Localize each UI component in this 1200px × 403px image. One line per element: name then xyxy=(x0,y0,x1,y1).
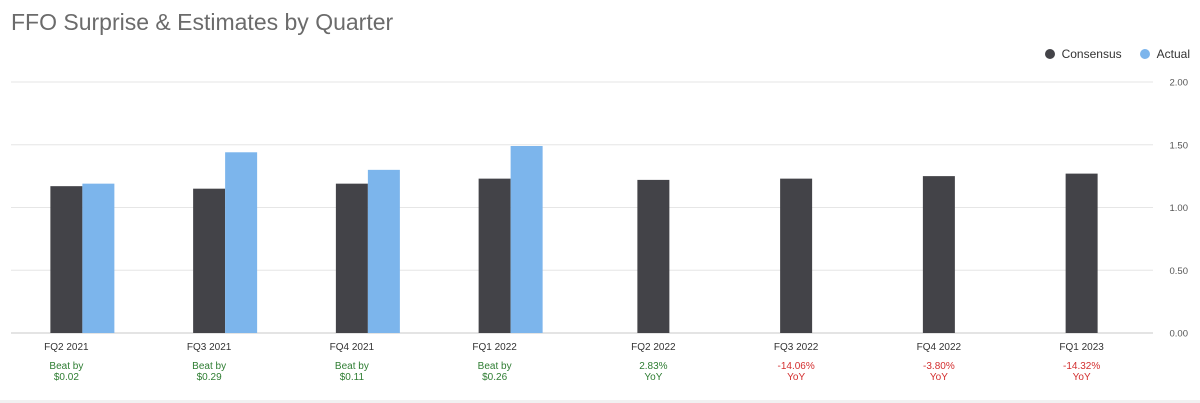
bar-consensus-5[interactable] xyxy=(637,179,670,333)
bar-consensus-1[interactable] xyxy=(50,186,83,333)
surprise-annotation: YoY xyxy=(930,372,948,383)
legend-swatch-actual xyxy=(1139,49,1150,59)
surprise-annotation: $0.26 xyxy=(482,372,507,383)
chart-title: FFO Surprise & Estimates by Quarter xyxy=(11,9,394,35)
x-tick-label: FQ4 2021 xyxy=(330,342,375,353)
surprise-annotation: $0.11 xyxy=(340,372,365,383)
x-tick-label: FQ1 2022 xyxy=(472,342,517,353)
y-tick-label: 0.00 xyxy=(1170,329,1189,340)
bar-consensus-4[interactable] xyxy=(478,178,511,333)
bar-actual-3[interactable] xyxy=(367,169,400,333)
surprise-annotation: Beat by xyxy=(335,361,369,372)
y-tick-label: 1.00 xyxy=(1170,203,1189,214)
y-tick-label: 1.50 xyxy=(1170,140,1189,151)
surprise-annotation: -14.06% xyxy=(778,361,815,372)
bar-actual-4[interactable] xyxy=(510,146,543,333)
bar-actual-1[interactable] xyxy=(82,183,115,333)
chart-legend: Consensus Actual xyxy=(1044,47,1190,61)
x-tick-label: FQ4 2022 xyxy=(917,342,962,353)
bar-consensus-2[interactable] xyxy=(193,188,226,333)
surprise-annotation: -14.32% xyxy=(1063,361,1100,372)
y-tick-label: 2.00 xyxy=(1170,78,1189,89)
bar-consensus-3[interactable] xyxy=(335,183,368,333)
x-tick-label: FQ2 2021 xyxy=(44,342,89,353)
surprise-annotation: YoY xyxy=(644,372,662,383)
legend-label-actual: Actual xyxy=(1156,47,1190,61)
x-tick-label: FQ2 2022 xyxy=(631,342,676,353)
surprise-annotation: -3.80% xyxy=(923,361,955,372)
bar-consensus-7[interactable] xyxy=(922,176,955,333)
y-tick-label: 0.50 xyxy=(1170,266,1189,277)
surprise-annotation: YoY xyxy=(787,372,805,383)
surprise-annotation: Beat by xyxy=(192,361,226,372)
surprise-annotation: YoY xyxy=(1073,372,1091,383)
legend-swatch-consensus xyxy=(1044,49,1055,59)
legend-item-consensus[interactable]: Consensus xyxy=(1044,47,1122,61)
bar-consensus-6[interactable] xyxy=(780,178,813,333)
legend-item-actual[interactable]: Actual xyxy=(1139,47,1190,61)
bar-consensus-8[interactable] xyxy=(1065,173,1098,333)
bottom-border xyxy=(0,400,1200,403)
bar-actual-2[interactable] xyxy=(225,152,258,333)
x-tick-label: FQ1 2023 xyxy=(1059,342,1104,353)
surprise-annotation: $0.29 xyxy=(197,372,222,383)
surprise-annotation: 2.83% xyxy=(639,361,667,372)
x-tick-label: FQ3 2021 xyxy=(187,342,232,353)
surprise-annotation: Beat by xyxy=(49,361,83,372)
surprise-annotation: Beat by xyxy=(478,361,512,372)
x-tick-label: FQ3 2022 xyxy=(774,342,819,353)
surprise-annotation: $0.02 xyxy=(54,372,79,383)
legend-label-consensus: Consensus xyxy=(1061,47,1122,61)
